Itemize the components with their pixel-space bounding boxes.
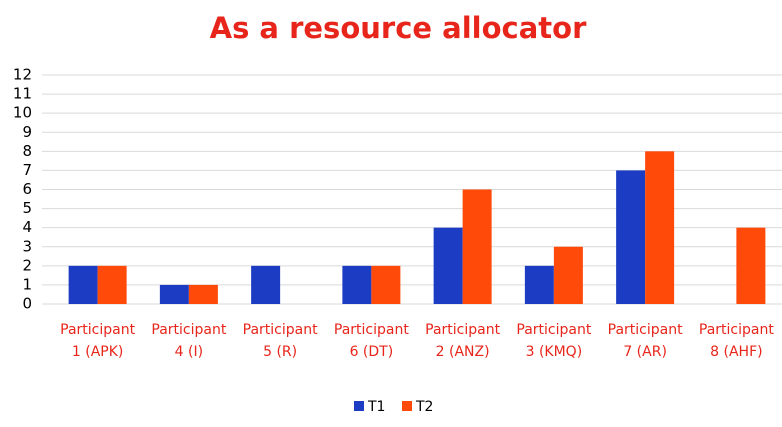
y-tick-label: 9	[22, 123, 32, 141]
x-tick-label: Participant 1 (APK)	[60, 322, 135, 360]
x-tick-label: Participant 6 (DT)	[334, 322, 409, 360]
y-tick-label: 12	[13, 66, 32, 84]
y-tick-label: 1	[22, 275, 32, 293]
x-tick-line: 1 (APK)	[72, 344, 123, 360]
x-tick-line: Participant	[60, 322, 135, 338]
bar	[97, 265, 127, 304]
bar	[251, 265, 281, 304]
legend-label: T1	[367, 399, 385, 415]
x-tick-line: 6 (DT)	[350, 344, 394, 360]
x-tick-line: 5 (R)	[263, 344, 297, 360]
bar	[159, 284, 189, 304]
bar	[68, 265, 98, 304]
bar	[371, 265, 401, 304]
x-tick-line: Participant	[516, 322, 591, 338]
x-tick-line: Participant	[699, 322, 774, 338]
bar	[342, 265, 372, 304]
x-tick-line: 2 (ANZ)	[436, 344, 490, 360]
bar	[433, 227, 463, 304]
x-tick-label: Participant 7 (AR)	[608, 322, 683, 360]
x-tick-line: 4 (I)	[175, 344, 203, 360]
x-tick-label: Participant 4 (I)	[151, 322, 226, 360]
bar	[553, 246, 583, 304]
y-tick-label: 8	[22, 142, 32, 160]
bar	[736, 227, 766, 304]
x-tick-line: Participant	[425, 322, 500, 338]
x-tick-label: Participant 2 (ANZ)	[425, 322, 500, 360]
y-tick-label: 10	[13, 104, 32, 122]
bar	[462, 189, 492, 304]
x-tick-line: 7 (AR)	[623, 344, 667, 360]
y-tick-label: 7	[22, 161, 32, 179]
x-tick-label: Participant 3 (KMQ)	[516, 322, 591, 360]
y-tick-label: 5	[22, 199, 32, 217]
legend-swatch	[402, 401, 412, 411]
x-tick-line: 8 (AHF)	[710, 344, 762, 360]
y-tick-label: 2	[22, 256, 32, 274]
y-tick-label: 3	[22, 237, 32, 255]
y-tick-label: 11	[13, 85, 32, 103]
y-tick-label: 0	[22, 295, 32, 313]
x-tick-label: Participant 5 (R)	[243, 322, 318, 360]
chart-title: As a resource allocator	[210, 11, 587, 45]
bar	[188, 284, 218, 304]
x-tick-line: 3 (KMQ)	[526, 344, 583, 360]
x-tick-line: Participant	[151, 322, 226, 338]
x-tick-line: Participant	[243, 322, 318, 338]
legend-swatch	[354, 401, 364, 411]
bar	[524, 265, 554, 304]
bar	[616, 170, 646, 304]
y-tick-label: 6	[22, 180, 32, 198]
bar	[645, 151, 675, 304]
legend-label: T2	[415, 399, 433, 415]
x-tick-line: Participant	[608, 322, 683, 338]
y-tick-label: 4	[22, 218, 32, 236]
x-tick-line: Participant	[334, 322, 409, 338]
x-tick-label: Participant 8 (AHF)	[699, 322, 774, 360]
